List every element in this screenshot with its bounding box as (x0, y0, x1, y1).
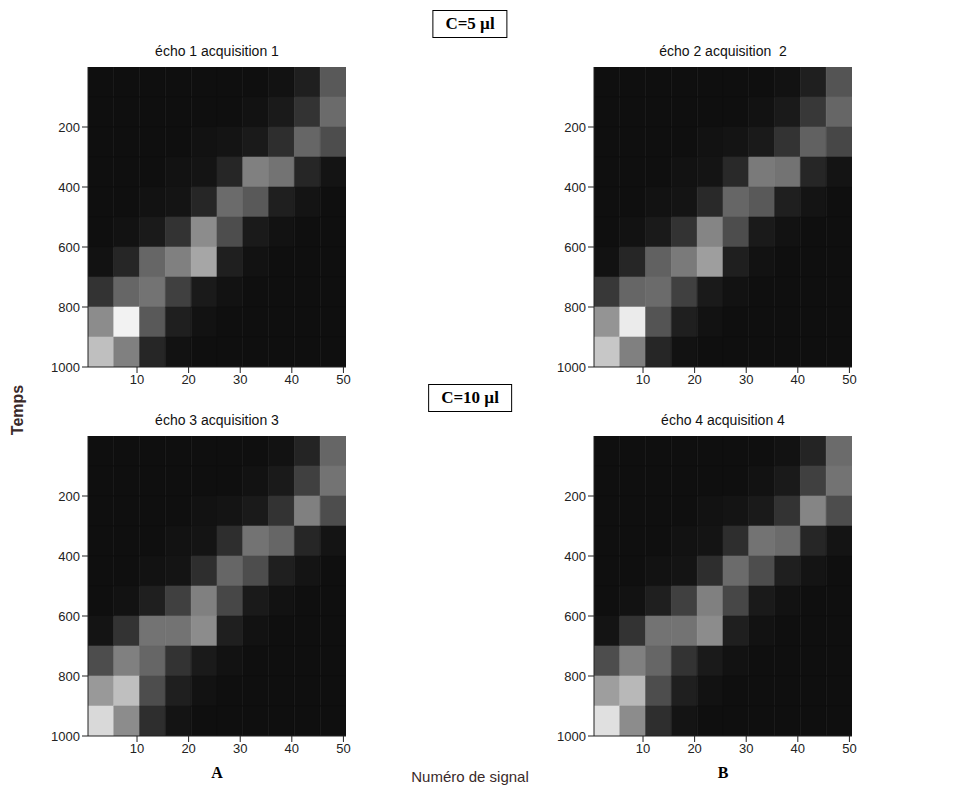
svg-text:40: 40 (791, 741, 805, 756)
svg-text:200: 200 (58, 489, 80, 504)
html-text:écho 3 acquisition 3: écho 3 acquisition 3 (155, 412, 279, 428)
svg-text:50: 50 (336, 372, 350, 387)
svg-text:1000: 1000 (51, 360, 80, 375)
html-text:écho 2 acquisition 2: écho 2 acquisition 2 (659, 43, 787, 59)
svg-text:50: 50 (842, 741, 856, 756)
svg-text:10: 10 (130, 372, 144, 387)
html-text:C=10 µl: C=10 µl (441, 388, 499, 407)
svg-text:800: 800 (58, 300, 80, 315)
html-text:écho 4 acquisition 4: écho 4 acquisition 4 (661, 412, 785, 428)
svg-text:20: 20 (687, 741, 701, 756)
html-text:B: B (717, 764, 729, 781)
html-text:C=5 µl: C=5 µl (445, 14, 495, 33)
html-text:Temps: Temps (9, 384, 26, 436)
html-text:A: A (211, 764, 223, 781)
svg-text:10: 10 (130, 741, 144, 756)
html-text:écho 1 acquisition 1: écho 1 acquisition 1 (155, 43, 279, 59)
svg-text:1000: 1000 (557, 729, 586, 744)
svg-text:600: 600 (564, 240, 586, 255)
svg-text:40: 40 (791, 372, 805, 387)
svg-text:30: 30 (233, 372, 247, 387)
svg-text:200: 200 (564, 120, 586, 135)
html-text:Numéro de signal: Numéro de signal (411, 768, 529, 785)
svg-text:400: 400 (58, 549, 80, 564)
svg-text:600: 600 (58, 240, 80, 255)
svg-text:20: 20 (687, 372, 701, 387)
svg-text:1000: 1000 (557, 360, 586, 375)
svg-text:30: 30 (233, 741, 247, 756)
svg-text:10: 10 (636, 741, 650, 756)
svg-text:200: 200 (564, 489, 586, 504)
svg-text:200: 200 (58, 120, 80, 135)
svg-text:40: 40 (285, 741, 299, 756)
svg-text:400: 400 (564, 180, 586, 195)
svg-text:800: 800 (564, 300, 586, 315)
svg-text:40: 40 (285, 372, 299, 387)
svg-text:10: 10 (636, 372, 650, 387)
svg-text:400: 400 (58, 180, 80, 195)
svg-text:50: 50 (842, 372, 856, 387)
svg-text:20: 20 (181, 372, 195, 387)
svg-text:600: 600 (564, 609, 586, 624)
svg-text:1000: 1000 (51, 729, 80, 744)
svg-text:30: 30 (739, 741, 753, 756)
svg-text:20: 20 (181, 741, 195, 756)
svg-text:800: 800 (58, 669, 80, 684)
svg-text:800: 800 (564, 669, 586, 684)
svg-text:50: 50 (336, 741, 350, 756)
svg-text:600: 600 (58, 609, 80, 624)
svg-text:30: 30 (739, 372, 753, 387)
svg-text:400: 400 (564, 549, 586, 564)
